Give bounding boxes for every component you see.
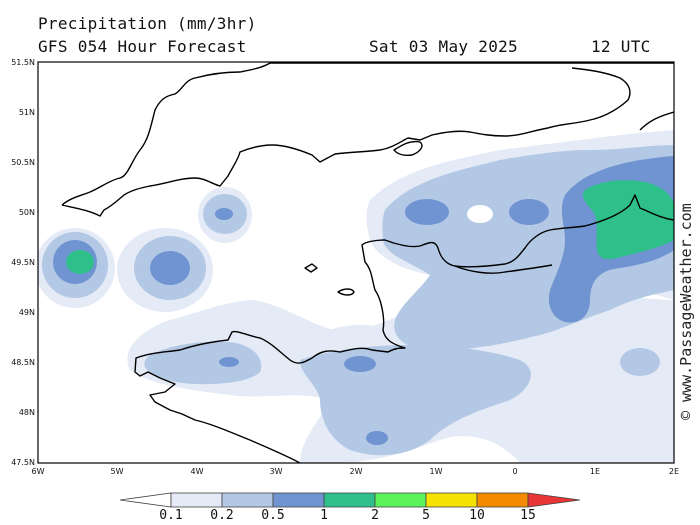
lat-label: 47.5N <box>11 458 35 467</box>
colorbar-swatch <box>323 492 376 508</box>
lat-label: 50N <box>19 208 35 217</box>
colorbar-label: 1 <box>320 508 328 523</box>
credit-watermark: © www.PassageWeather.com <box>677 203 695 420</box>
lon-label: 1E <box>590 467 600 476</box>
lat-label: 51.5N <box>11 58 35 67</box>
colorbar-swatch <box>476 492 529 508</box>
colorbar <box>119 492 581 508</box>
valid-time: 12 UTC <box>591 37 651 56</box>
colorbar-label: 5 <box>422 508 430 523</box>
colorbar-label: 2 <box>371 508 379 523</box>
lon-label: 0 <box>512 467 517 476</box>
lat-label: 48N <box>19 408 35 417</box>
lat-axis: 51.5N 51N 50.5N 50N 49.5N 49N 48.5N 48N … <box>11 58 35 467</box>
chart-title: Precipitation (mm/3hr) <box>38 14 257 33</box>
lon-label: 2E <box>669 467 679 476</box>
map-frame <box>37 61 675 464</box>
colorbar-label: 0.1 <box>159 508 183 523</box>
lon-label: 2W <box>350 467 363 476</box>
precip-gap <box>467 205 493 223</box>
valid-date: Sat 03 May 2025 <box>369 37 518 56</box>
lat-label: 51N <box>19 108 35 117</box>
colorbar-swatch <box>272 492 325 508</box>
lon-label: 6W <box>32 467 45 476</box>
colorbar-label: 0.2 <box>210 508 234 523</box>
lat-label: 49N <box>19 308 35 317</box>
lat-label: 49.5N <box>11 258 35 267</box>
colorbar-low-arrow <box>119 492 172 508</box>
lat-label: 50.5N <box>11 158 35 167</box>
lon-label: 1W <box>430 467 443 476</box>
forecast-subtitle: GFS 054 Hour Forecast <box>38 37 247 56</box>
lon-label: 4W <box>191 467 204 476</box>
lat-label: 48.5N <box>11 358 35 367</box>
colorbar-label: 10 <box>469 508 485 523</box>
colorbar-high-arrow <box>527 492 581 508</box>
lon-label: 3W <box>270 467 283 476</box>
lon-label: 5W <box>111 467 124 476</box>
lon-axis: 6W 5W 4W 3W 2W 1W 0 1E 2E <box>32 467 680 476</box>
colorbar-swatch <box>221 492 274 508</box>
coastlines <box>61 62 674 463</box>
colorbar-label: 15 <box>520 508 536 523</box>
precip-layer <box>38 130 674 463</box>
colorbar-label: 0.5 <box>261 508 285 523</box>
colorbar-swatch <box>170 492 223 508</box>
precip-green <box>66 180 674 274</box>
colorbar-swatch <box>425 492 478 508</box>
colorbar-swatch <box>374 492 427 508</box>
